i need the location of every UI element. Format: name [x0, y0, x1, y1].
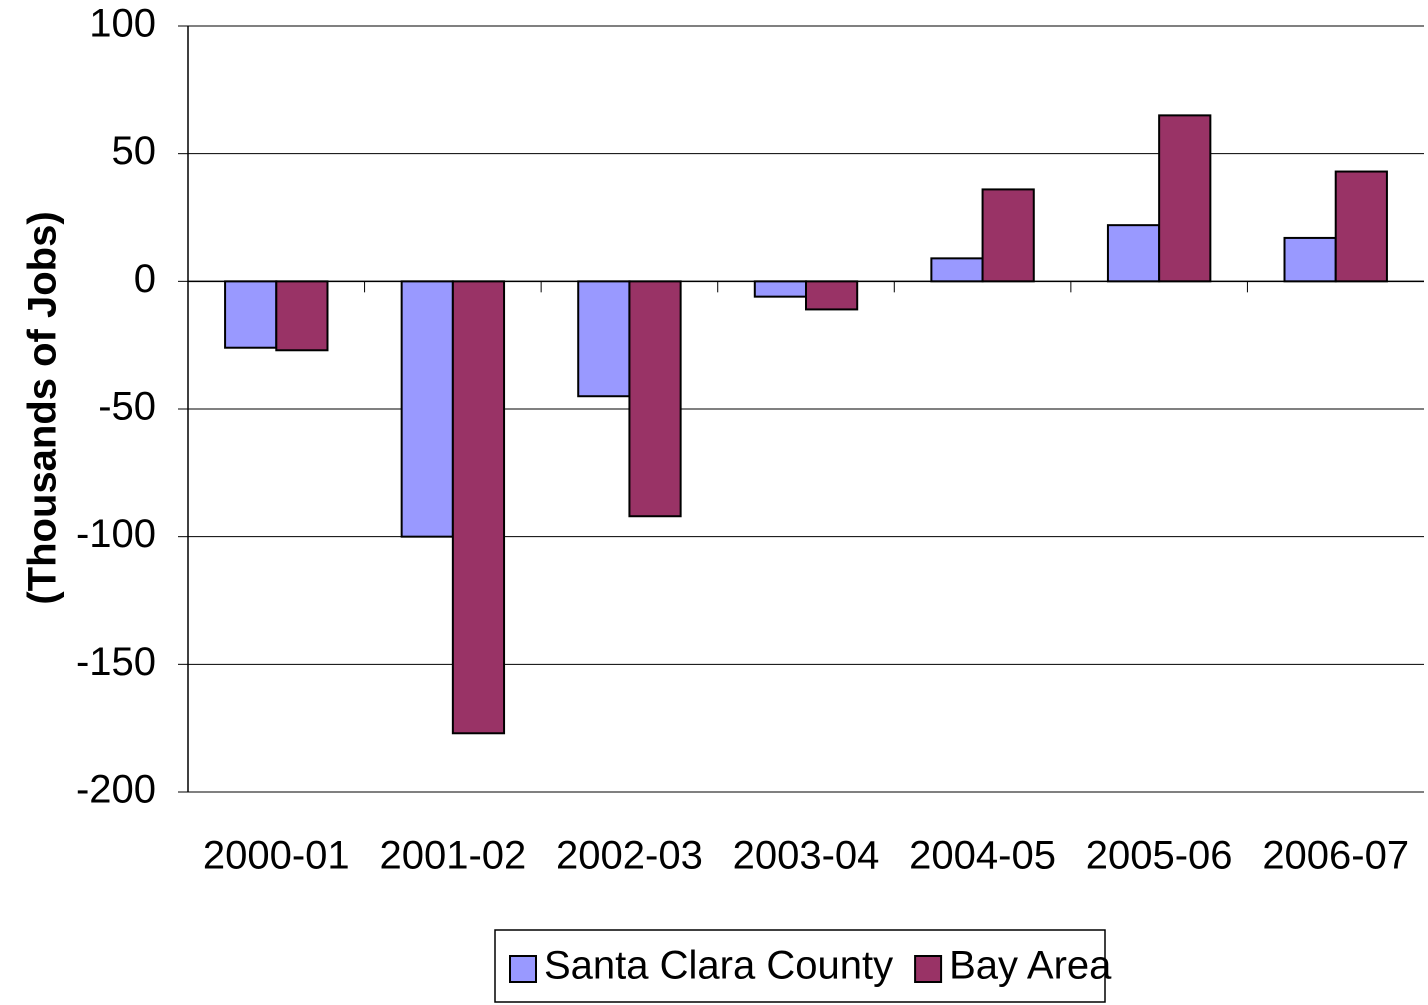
bar — [1283, 236, 1337, 283]
x-tick-label: 2004-05 — [909, 834, 1056, 878]
legend-label: Bay Area — [949, 944, 1112, 988]
x-tick-label: 2000-01 — [203, 834, 350, 878]
y-tick-label: -150 — [76, 640, 156, 684]
bar — [1158, 114, 1212, 283]
bar — [628, 280, 682, 518]
bar — [577, 280, 631, 398]
y-tick-label: -200 — [76, 768, 156, 812]
bar — [275, 280, 329, 352]
x-tick-label: 2005-06 — [1086, 834, 1233, 878]
y-tick-label: -50 — [98, 385, 156, 429]
bar — [753, 280, 808, 298]
x-tick-label: 2001-02 — [379, 834, 526, 878]
bar — [930, 257, 984, 283]
legend-box — [494, 929, 1106, 1003]
bar — [1334, 170, 1388, 283]
y-axis-label: (Thousands of Jobs) — [21, 211, 65, 604]
y-tick-label: -100 — [76, 512, 156, 556]
legend-swatch — [509, 955, 537, 983]
bar — [981, 188, 1035, 283]
x-tick-label: 2002-03 — [556, 834, 703, 878]
bar — [224, 280, 278, 349]
bar — [1106, 224, 1161, 283]
bar — [805, 280, 859, 311]
bar — [400, 280, 454, 538]
y-tick-label: 100 — [89, 2, 156, 46]
bar — [451, 280, 506, 735]
x-tick-label: 2003-04 — [733, 834, 880, 878]
legend-swatch — [914, 955, 943, 983]
y-tick-label: 50 — [112, 129, 157, 173]
y-tick-label: 0 — [134, 257, 156, 301]
x-tick-label: 2006-07 — [1262, 834, 1409, 878]
legend-label: Santa Clara County — [544, 944, 893, 988]
